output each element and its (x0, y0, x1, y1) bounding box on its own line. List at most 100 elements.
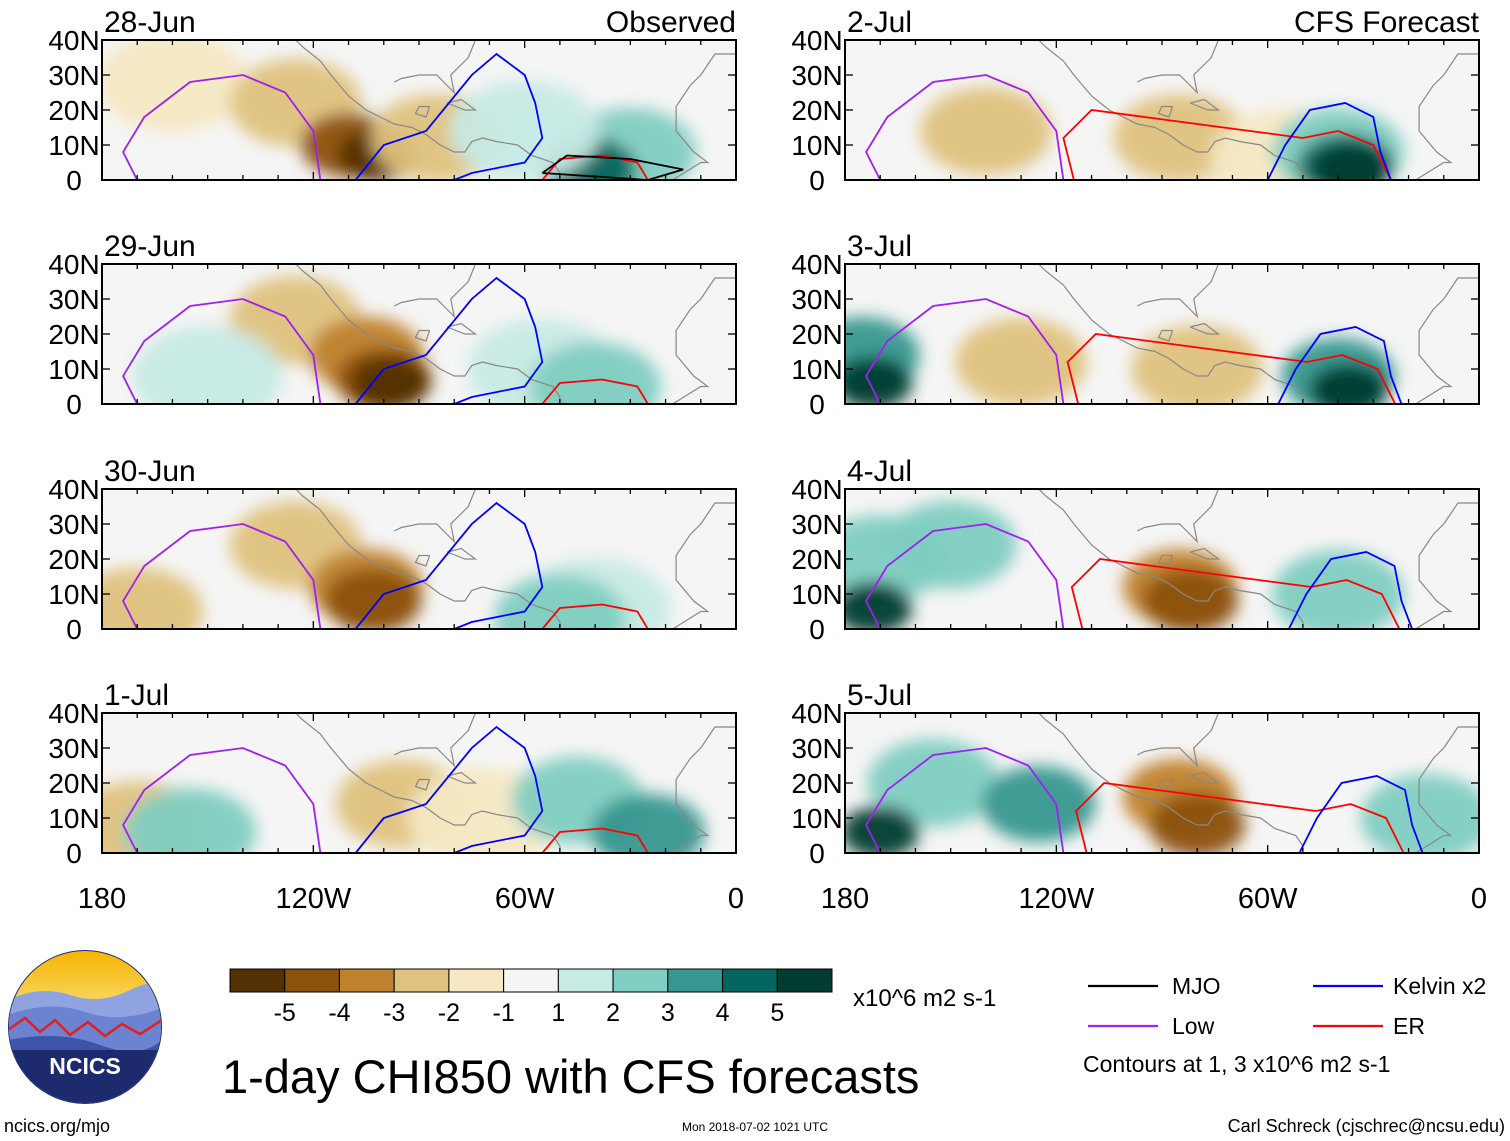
lat-label: 40N (791, 698, 842, 729)
coastline (446, 98, 478, 111)
map-panel-2-Jul: 40N 30N 20N 10N 0 2-Jul CFS Forecast (791, 6, 1480, 196)
lon-label: 60W (1238, 883, 1298, 915)
logo-text: NCICS (49, 1053, 121, 1079)
anomaly-cell (325, 569, 422, 629)
coastline (414, 554, 431, 567)
low-contour (122, 298, 322, 404)
colorbar-label: -3 (383, 999, 405, 1027)
lat-label: 40N (48, 249, 99, 280)
colorbar: -5 -4 -3 -2 -1 1 2 3 4 5 (229, 968, 833, 1027)
map-panel-28-Jun: 40N 30N 20N 10N 0 28-Jun Observed (48, 6, 737, 196)
anomaly-cell (1360, 774, 1479, 853)
footer-url: ncics.org/mjo (4, 1116, 110, 1136)
colorbar-swatch (448, 968, 505, 993)
low-contour (122, 74, 322, 180)
panel-date: 30-Jun (104, 455, 196, 488)
lat-label: 40N (48, 474, 99, 505)
panel-date: 1-Jul (104, 679, 169, 712)
kelvin-contour (1298, 775, 1424, 853)
lat-label: 0 (809, 389, 825, 420)
panel-date: 2-Jul (847, 6, 912, 39)
coastline (1038, 40, 1304, 180)
coastline (1415, 502, 1479, 629)
lat-label: 10N (48, 803, 99, 834)
legend-item: MJO (1172, 973, 1221, 999)
lat-label: 30N (791, 284, 842, 315)
coastline (1189, 98, 1221, 111)
lat-label: 20N (48, 319, 99, 350)
coastline (1157, 329, 1174, 342)
anomaly-cell (102, 40, 248, 132)
colorbar-label: 4 (716, 999, 730, 1027)
anomaly-cell (867, 739, 1000, 827)
anomaly-cell (590, 794, 705, 853)
er-contour (541, 378, 649, 404)
colorbar-label: 3 (661, 999, 675, 1027)
coastline (394, 489, 476, 544)
legend-note: Contours at 1, 3 x10^6 m2 s-1 (1083, 1051, 1390, 1077)
low-contour (865, 298, 1065, 404)
map-panel-30-Jun: 40N 30N 20N 10N 0 30-Jun (48, 455, 737, 645)
low-contour (122, 747, 322, 853)
kelvin-contour (1287, 551, 1413, 629)
anomaly-cell (102, 567, 204, 629)
anomaly-cell (845, 357, 913, 404)
coastline (1137, 489, 1219, 544)
colorbar-units: x10^6 m2 s-1 (853, 985, 996, 1012)
colorbar-swatch (229, 968, 286, 993)
coastline (295, 264, 561, 404)
coastline (672, 502, 736, 629)
anomaly-cell (919, 87, 1052, 175)
map-panel-29-Jun: 40N 30N 20N 10N 0 29-Jun (48, 230, 737, 420)
lon-label: 180 (78, 883, 126, 915)
map-panel-4-Jul: 40N 30N 20N 10N 0 4-Jul (791, 455, 1480, 645)
lat-label: 10N (48, 130, 99, 161)
lat-label: 30N (48, 509, 99, 540)
lat-label: 10N (791, 579, 842, 610)
low-contour (865, 523, 1065, 629)
coastline (1137, 264, 1219, 319)
er-contour (1075, 782, 1405, 853)
coastline (1157, 105, 1174, 118)
coastline (1189, 547, 1221, 560)
anomaly-cell (1309, 364, 1388, 404)
low-contour (865, 747, 1065, 853)
colorbar-label: -4 (328, 999, 350, 1027)
lat-label: 20N (791, 95, 842, 126)
lat-label: 0 (809, 614, 825, 645)
colorbar-swatch (776, 968, 833, 993)
map-panel-1-Jul: 40N 30N 20N 10N 0 1-Jul 180 120W 60W 0 (48, 679, 744, 915)
colorbar-label: -5 (274, 999, 296, 1027)
lat-label: 10N (48, 579, 99, 610)
lat-label: 20N (791, 768, 842, 799)
anomaly-cell (351, 357, 430, 404)
coastline (1415, 53, 1479, 180)
lat-label: 0 (66, 614, 82, 645)
coastline (1157, 554, 1174, 567)
colorbar-swatch (503, 968, 559, 993)
colorbar-label: -1 (493, 999, 515, 1027)
panel-date: 3-Jul (847, 230, 912, 263)
coastline (1137, 40, 1219, 95)
colorbar-label: 1 (551, 999, 565, 1027)
colorbar-swatch (722, 968, 778, 993)
coastline (1157, 778, 1174, 791)
panel-date: 29-Jun (104, 230, 196, 263)
kelvin-contour (354, 725, 544, 853)
kelvin-contour (1266, 102, 1392, 180)
coastline (1415, 277, 1479, 404)
lat-label: 40N (48, 25, 99, 56)
anomaly-cell (1149, 793, 1246, 853)
coastline (1038, 264, 1304, 404)
coastline (672, 277, 736, 404)
footer-author: Carl Schreck (cjschrec@ncsu.edu) (1228, 1116, 1505, 1136)
coastline (672, 726, 736, 853)
coastline (1038, 489, 1304, 629)
lat-label: 30N (48, 60, 99, 91)
colorbar-swatch (612, 968, 669, 993)
anomaly-cell (845, 806, 920, 853)
colorbar-swatch (557, 968, 614, 993)
lat-label: 20N (791, 544, 842, 575)
lat-label: 30N (791, 60, 842, 91)
lon-label: 0 (728, 883, 744, 915)
